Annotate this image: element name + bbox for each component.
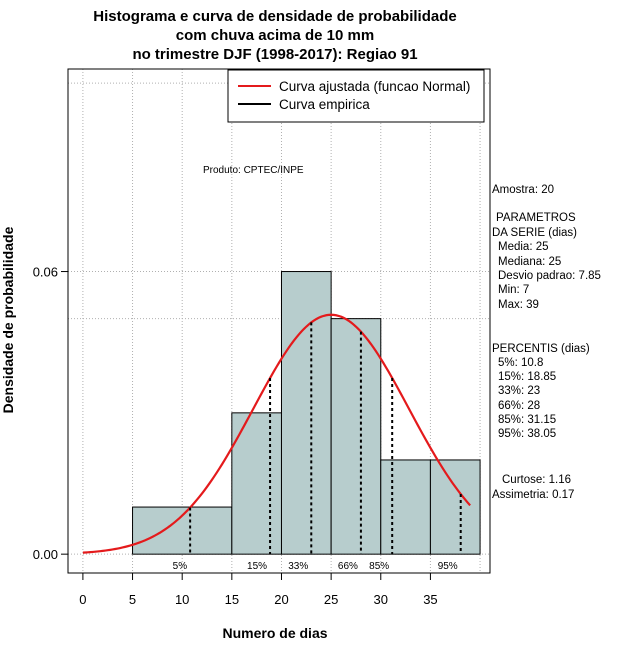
legend-empirical-label: Curva empirica xyxy=(279,97,370,112)
stat-percentis-title: PERCENTIS (dias) xyxy=(492,343,590,355)
stat-parametros-subtitle: DA SERIE (dias) xyxy=(492,227,577,239)
product-annotation: Produto: CPTEC/INPE xyxy=(203,165,304,176)
y-tick-label: 0.00 xyxy=(33,547,58,562)
legend-fitted-label: Curva ajustada (funcao Normal) xyxy=(279,79,470,94)
fitted-normal-curve xyxy=(82,313,471,554)
chart-title-line-1: Histograma e curva de densidade de proba… xyxy=(93,8,456,25)
percentile-label-85: 85% xyxy=(369,561,389,572)
x-tick-label: 20 xyxy=(274,592,288,607)
stat-p5: 5%: 10.8 xyxy=(498,357,543,369)
y-tick-label: 0.06 xyxy=(33,265,58,280)
histogram-bar-2 xyxy=(231,412,282,555)
stat-p66: 66%: 28 xyxy=(498,400,540,412)
chart-title-line-3: no trimestre DJF (1998-2017): Regiao 91 xyxy=(132,46,417,63)
plot-area: 5% 15% 33% 66% 85% 95% 0 5 10 15 20 25 30 35 0.00 0.06 xyxy=(33,69,490,607)
stat-assimetria: Assimetria: 0.17 xyxy=(492,489,574,501)
stat-p33: 33%: 23 xyxy=(498,385,540,397)
stat-desvio: Desvio padrao: 7.85 xyxy=(498,270,601,282)
x-axis-label: Numero de dias xyxy=(222,625,327,641)
histogram-bar-4 xyxy=(330,318,382,555)
stat-curtose: Curtose: 1.16 xyxy=(502,474,571,486)
x-tick-label: 15 xyxy=(225,592,239,607)
stat-parametros-title: PARAMETROS xyxy=(496,212,576,224)
stat-min: Min: 7 xyxy=(498,284,529,296)
stat-media: Media: 25 xyxy=(498,241,549,253)
histogram-bar-3 xyxy=(280,271,332,555)
stat-p95: 95%: 38.05 xyxy=(498,428,556,440)
stat-p85: 85%: 31.15 xyxy=(498,414,556,426)
percentile-label-15: 15% xyxy=(247,561,267,572)
stats-panel: Amostra: 20 PARAMETROS DA SERIE (dias) M… xyxy=(492,184,601,501)
histogram-bar-6 xyxy=(429,459,481,555)
x-tick-label: 35 xyxy=(423,592,437,607)
stat-p15: 15%: 18.85 xyxy=(498,371,556,383)
stat-mediana: Mediana: 25 xyxy=(498,256,561,268)
x-tick-label: 25 xyxy=(324,592,338,607)
chart-title-line-2: com chuva acima de 10 mm xyxy=(176,27,374,44)
x-tick-label: 5 xyxy=(129,592,136,607)
percentile-label-33: 33% xyxy=(288,561,308,572)
stat-max: Max: 39 xyxy=(498,299,539,311)
percentile-label-66: 66% xyxy=(338,561,358,572)
y-axis-label: Densidade de probabilidade xyxy=(0,226,16,413)
legend-box xyxy=(227,69,485,123)
x-tick-label: 30 xyxy=(374,592,388,607)
plot-frame xyxy=(67,68,491,574)
legend: Curva ajustada (funcao Normal) Curva emp… xyxy=(227,69,485,123)
x-tick-label: 10 xyxy=(175,592,189,607)
x-tick-label: 0 xyxy=(79,592,86,607)
histogram-bar-5 xyxy=(380,459,431,555)
percentile-label-95: 95% xyxy=(438,561,458,572)
percentile-label-5: 5% xyxy=(173,561,188,572)
stat-amostra: Amostra: 20 xyxy=(492,184,554,196)
